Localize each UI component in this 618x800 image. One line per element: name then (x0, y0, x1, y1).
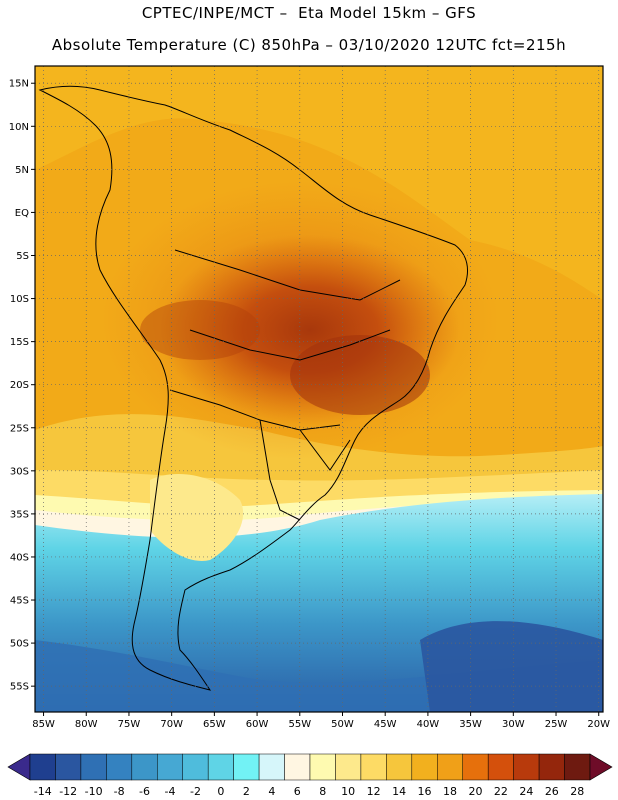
lat-tick-label: 5S (16, 251, 29, 262)
colorbar-label: -12 (59, 785, 77, 798)
lat-tick-label: 50S (10, 639, 29, 650)
colorbar-label: -10 (85, 785, 103, 798)
lat-tick-label: 20S (10, 380, 29, 391)
colorbar-label: 18 (443, 785, 457, 798)
colorbar-swatch (80, 753, 107, 781)
longitude-axis: 85W 80W 75W 70W 65W 60W 55W 50W 45W 40W 35W 30W 25W 2… (32, 712, 610, 730)
colorbar-arrow-low (7, 753, 31, 781)
lat-tick-label: 25S (10, 423, 29, 434)
lat-tick-label: 10N (9, 122, 29, 133)
lon-tick-label: 25W (545, 719, 568, 730)
lon-tick-label: 55W (288, 719, 311, 730)
lon-tick-label: 65W (203, 719, 226, 730)
colorbar-label: 16 (418, 785, 432, 798)
latitude-axis: 15N 10N 5N EQ 5S 10S 15S 20S 25S 30S 35S 40S 45S 50S 5… (9, 79, 35, 693)
colorbar-swatch (437, 753, 463, 781)
lon-tick-label: 75W (118, 719, 141, 730)
plot-frame (34, 65, 604, 713)
colorbar-label: 10 (341, 785, 355, 798)
lon-tick-label: 60W (246, 719, 269, 730)
colorbar-swatch (360, 753, 387, 781)
colorbar-label: 20 (468, 785, 482, 798)
colorbar-label: -2 (190, 785, 201, 798)
lat-tick-label: 55S (10, 682, 29, 693)
lat-tick-label: 5N (15, 165, 29, 176)
lon-tick-label: 45W (374, 719, 397, 730)
colorbar-arrow-high (589, 753, 613, 781)
colorbar-label: 22 (494, 785, 508, 798)
colorbar-label: -6 (139, 785, 150, 798)
colorbar-swatch (335, 753, 362, 781)
lon-tick-label: 85W (32, 719, 55, 730)
colorbar-swatch (157, 753, 183, 781)
colorbar-swatch (131, 753, 158, 781)
colorbar-label: 8 (319, 785, 326, 798)
colorbar-swatch (233, 753, 260, 781)
colorbar-swatch (386, 753, 413, 781)
colorbar-label: 4 (268, 785, 275, 798)
lat-tick-label: 45S (10, 596, 29, 607)
lon-tick-label: 50W (331, 719, 354, 730)
lat-tick-label: 35S (10, 509, 29, 520)
colorbar-swatch (182, 753, 209, 781)
graticule (35, 66, 603, 712)
lon-tick-label: 35W (459, 719, 482, 730)
lat-tick-label: 15S (10, 337, 29, 348)
lon-tick-label: 70W (160, 719, 183, 730)
colorbar-label: -8 (114, 785, 125, 798)
colorbar-swatch (411, 753, 438, 781)
colorbar-label: 12 (367, 785, 381, 798)
lat-tick-label: 15N (9, 79, 29, 90)
colorbar-label: 6 (294, 785, 301, 798)
lat-tick-label: 10S (10, 294, 29, 305)
lon-tick-label: 20W (587, 719, 610, 730)
colorbar-swatch (513, 753, 540, 781)
lon-tick-label: 30W (502, 719, 525, 730)
colorbar-labels: -14 -12 -10 -8 -6 -4 -2 0 2 4 6 8 10 12 14 16 18 20 22 24 26… (34, 785, 585, 798)
lat-tick-label: 30S (10, 466, 29, 477)
colorbar-swatch (106, 753, 133, 781)
colorbar-swatch (258, 753, 285, 781)
colorbar-swatch (207, 753, 234, 781)
lat-tick-label: EQ (15, 208, 29, 219)
colorbar-swatch (284, 753, 311, 781)
colorbar-swatch (564, 753, 591, 781)
colorbar-label: -4 (165, 785, 176, 798)
lon-tick-label: 80W (75, 719, 98, 730)
colorbar-swatch (309, 753, 336, 781)
colorbar-swatch (29, 753, 56, 781)
colorbar-swatch (55, 753, 82, 781)
colorbar-swatch (487, 753, 514, 781)
colorbar (7, 753, 613, 781)
colorbar-label: 24 (519, 785, 533, 798)
colorbar-label: -14 (34, 785, 52, 798)
colorbar-label: 26 (545, 785, 559, 798)
colorbar-label: 0 (217, 785, 224, 798)
colorbar-label: 28 (570, 785, 584, 798)
temperature-field (35, 66, 603, 712)
title-line-2: Absolute Temperature (C) 850hPa – 03/10/… (51, 36, 567, 54)
lon-tick-label: 40W (417, 719, 440, 730)
lat-tick-label: 40S (10, 552, 29, 563)
colorbar-label: 2 (243, 785, 250, 798)
colorbar-label: 14 (392, 785, 406, 798)
colorbar-swatch (462, 753, 489, 781)
title-line-1: CPTEC/INPE/MCT – Eta Model 15km – GFS (141, 4, 477, 22)
colorbar-swatch (538, 753, 565, 781)
